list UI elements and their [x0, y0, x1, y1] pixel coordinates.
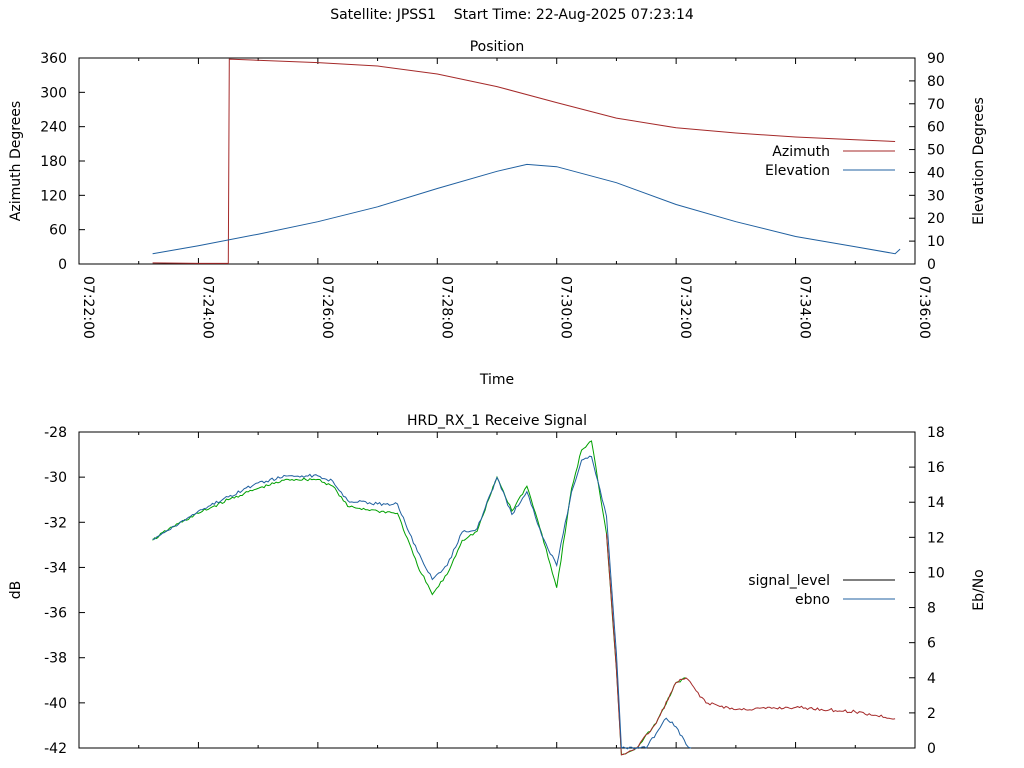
chart2-series-ebno-line	[152, 455, 692, 750]
chart1-y2-tick-label: 90	[927, 51, 945, 67]
chart1-y2-axis-label: Elevation Degrees	[971, 97, 987, 225]
chart2-y2-tick-label: 16	[927, 460, 945, 476]
chart1-y2-tick-label: 10	[927, 234, 945, 250]
chart1-y2-tick-label: 40	[927, 165, 945, 181]
chart2-plot-frame	[78, 431, 916, 749]
chart2-y-tick-label: -38	[44, 651, 67, 667]
chart1-y2-tick-label: 60	[927, 120, 945, 136]
chart2-y-tick-label: -40	[44, 696, 67, 712]
chart1-y-tick-label: 300	[40, 85, 67, 101]
chart2-y-tick-label: -42	[44, 741, 67, 757]
chart1-x-tick-label: 07:24:00	[199, 276, 215, 339]
chart2-legend-label: signal_level	[748, 573, 830, 589]
chart2-y-tick-label: -32	[44, 515, 67, 531]
chart1-x-axis-label: Time	[479, 372, 514, 388]
chart1-x-tick-label: 07:36:00	[916, 276, 932, 339]
chart2-y-tick-label: -36	[44, 606, 67, 622]
chart1-y-tick-label: 120	[40, 188, 67, 204]
chart1-series-azimuth-line	[152, 58, 896, 264]
chart2-y2-tick-label: 2	[927, 706, 936, 722]
chart2-y-tick-label: -34	[44, 560, 67, 576]
chart1-y-tick-label: 180	[40, 154, 67, 170]
chart2-y-tick-label: -28	[44, 425, 67, 441]
chart1-y2-tick-label: 30	[927, 188, 945, 204]
chart1-y2-tick-label: 80	[927, 74, 945, 90]
chart2-y2-tick-label: 14	[927, 495, 945, 511]
chart1-legend-label: Azimuth	[772, 144, 830, 160]
chart2-y2-axis-label: Eb/No	[971, 569, 987, 611]
chart1-x-tick-label: 07:32:00	[677, 276, 693, 339]
chart1-y2-tick-label: 70	[927, 97, 945, 113]
chart2-y2-tick-label: 4	[927, 671, 936, 687]
chart1-y2-tick-label: 20	[927, 211, 945, 227]
chart2-y2-tick-label: 18	[927, 425, 945, 441]
chart2-y-tick-label: -30	[44, 470, 67, 486]
chart2-series-signal-level-line-segment-1	[152, 440, 687, 756]
chart2-y2-tick-label: 8	[927, 601, 936, 617]
chart2-y-axis-label: dB	[8, 581, 24, 600]
chart1-x-tick-label: 07:26:00	[319, 276, 335, 339]
chart1-y2-tick-label: 0	[927, 257, 936, 273]
chart1-y2-tick-label: 50	[927, 143, 945, 159]
chart2-title: HRD_RX_1 Receive Signal	[407, 413, 587, 429]
chart2-y2-tick-label: 10	[927, 565, 945, 581]
chart2-legend-label: ebno	[795, 592, 830, 608]
chart1-legend-label: Elevation	[765, 163, 830, 179]
page-title: Satellite: JPSS1 Start Time: 22-Aug-2025…	[330, 7, 694, 23]
chart1-series-elevation-line	[152, 163, 901, 255]
chart1-y-tick-label: 240	[40, 120, 67, 136]
chart1-y-tick-label: 0	[58, 257, 67, 273]
chart2-y2-tick-label: 12	[927, 530, 945, 546]
chart1-x-tick-label: 07:30:00	[558, 276, 574, 339]
chart1-plot-frame	[78, 57, 916, 265]
chart1-y-tick-label: 360	[40, 51, 67, 67]
chart1-x-tick-label: 07:34:00	[797, 276, 813, 339]
chart2-y2-tick-label: 0	[927, 741, 936, 757]
chart2-y2-tick-label: 6	[927, 636, 936, 652]
chart1-y-tick-label: 60	[49, 223, 67, 239]
chart1-y-axis-label: Azimuth Degrees	[8, 101, 24, 221]
chart2-series-signal-level-line-segment-2	[606, 533, 896, 756]
chart1-x-tick-label: 07:22:00	[80, 276, 96, 339]
chart1-x-tick-label: 07:28:00	[438, 276, 454, 339]
chart1-title: Position	[470, 39, 525, 55]
